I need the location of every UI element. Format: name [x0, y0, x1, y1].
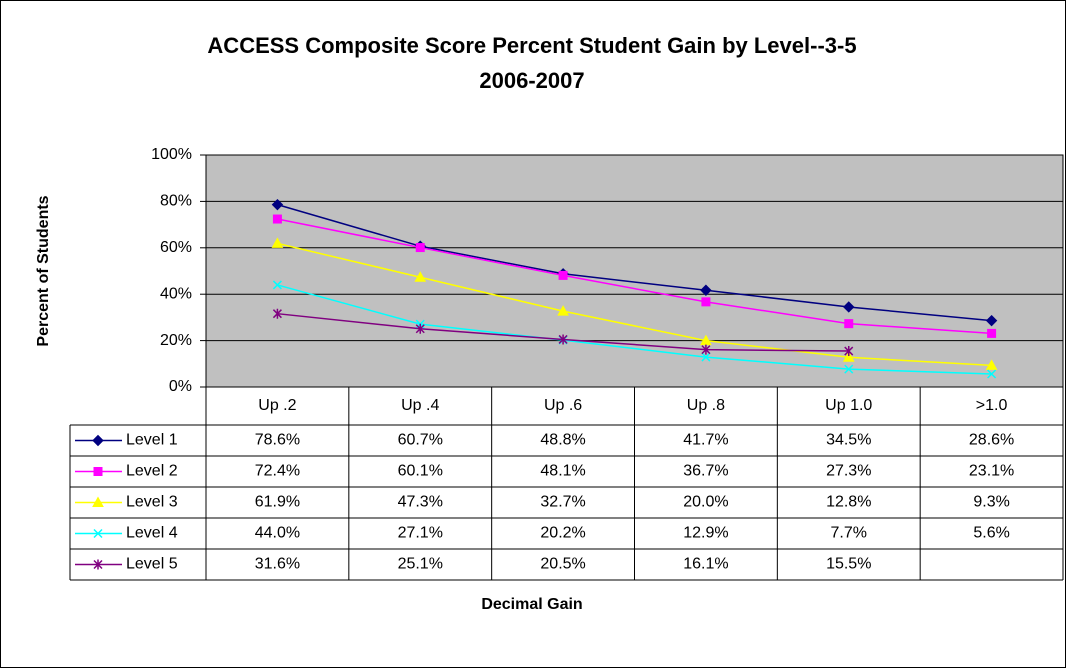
- marker: [843, 301, 855, 313]
- table-value: 5.6%: [973, 525, 1009, 542]
- marker: [558, 334, 568, 345]
- table-value: 72.4%: [255, 463, 300, 480]
- legend-label: Level 4: [126, 525, 178, 542]
- marker: [985, 359, 998, 370]
- marker: [557, 305, 569, 316]
- x-tick-label: Up .8: [687, 397, 725, 414]
- legend-label: Level 1: [126, 432, 178, 449]
- table-value: 15.5%: [826, 556, 871, 573]
- x-tick-label: >1.0: [976, 397, 1008, 414]
- x-tick-label: Up .2: [258, 397, 296, 414]
- marker: [844, 346, 854, 357]
- table-value: 9.3%: [973, 494, 1009, 511]
- legend-label: Level 3: [126, 494, 178, 511]
- marker: [844, 364, 854, 374]
- y-tick-label: 60%: [160, 239, 192, 256]
- series-line: [277, 203, 992, 322]
- legend-marker: [92, 496, 104, 507]
- legend-marker: [92, 434, 104, 447]
- x-tick-label: Up .4: [401, 397, 439, 414]
- table-value: 23.1%: [969, 463, 1014, 480]
- marker: [271, 198, 284, 211]
- table-value: 60.1%: [398, 463, 443, 480]
- marker: [844, 319, 854, 329]
- marker: [272, 214, 282, 224]
- chart-title: ACCESS Composite Score Percent Student G…: [207, 33, 856, 58]
- table-value: 48.1%: [540, 463, 585, 480]
- y-axis-label: Percent of Students: [35, 195, 52, 346]
- marker: [415, 323, 425, 334]
- table-value: 20.5%: [540, 556, 585, 573]
- legend-marker: [93, 559, 103, 570]
- table-value: 12.8%: [826, 494, 871, 511]
- marker: [987, 369, 997, 379]
- table-value: 78.6%: [255, 432, 300, 449]
- marker: [271, 237, 284, 248]
- table-value: 20.0%: [683, 494, 728, 511]
- marker: [701, 297, 711, 307]
- table-value: 20.2%: [540, 525, 585, 542]
- table-value: 34.5%: [826, 432, 871, 449]
- series-line: [277, 242, 992, 367]
- series-line: [277, 284, 992, 375]
- table-value: 7.7%: [831, 525, 867, 542]
- table-value: 47.3%: [398, 494, 443, 511]
- table-value: 31.6%: [255, 556, 300, 573]
- marker: [987, 328, 997, 338]
- table-value: 48.8%: [540, 432, 585, 449]
- x-tick-label: Up .6: [544, 397, 582, 414]
- table-value: 41.7%: [683, 432, 728, 449]
- chart-title: 2006-2007: [479, 68, 584, 93]
- table-value: 16.1%: [683, 556, 728, 573]
- table-value: 44.0%: [255, 525, 300, 542]
- marker: [701, 352, 711, 362]
- legend-marker: [93, 467, 103, 476]
- marker: [701, 344, 711, 355]
- table-value: 61.9%: [255, 494, 300, 511]
- table-value: 36.7%: [683, 463, 728, 480]
- y-tick-label: 0%: [169, 378, 192, 395]
- legend-label: Level 5: [126, 556, 178, 573]
- table-value: 27.1%: [398, 525, 443, 542]
- x-axis-label: Decimal Gain: [481, 596, 582, 613]
- table-value: 60.7%: [398, 432, 443, 449]
- y-tick-label: 100%: [151, 146, 192, 163]
- series-line: [277, 218, 992, 335]
- y-tick-label: 80%: [160, 193, 192, 210]
- table-value: 28.6%: [969, 432, 1014, 449]
- table-value: 27.3%: [826, 463, 871, 480]
- marker: [272, 308, 282, 319]
- table-value: 12.9%: [683, 525, 728, 542]
- x-tick-label: Up 1.0: [825, 397, 872, 414]
- marker: [272, 280, 282, 290]
- table-value: 32.7%: [540, 494, 585, 511]
- y-tick-label: 40%: [160, 285, 192, 302]
- plot-area: [206, 155, 1063, 387]
- marker: [414, 271, 427, 282]
- marker: [700, 284, 712, 296]
- legend-label: Level 2: [126, 463, 178, 480]
- table-value: 25.1%: [398, 556, 443, 573]
- y-tick-label: 20%: [160, 332, 192, 349]
- legend-marker: [93, 528, 103, 539]
- marker: [842, 351, 855, 362]
- marker: [700, 334, 712, 346]
- marker: [985, 314, 998, 327]
- marker: [415, 243, 425, 253]
- marker: [558, 270, 568, 280]
